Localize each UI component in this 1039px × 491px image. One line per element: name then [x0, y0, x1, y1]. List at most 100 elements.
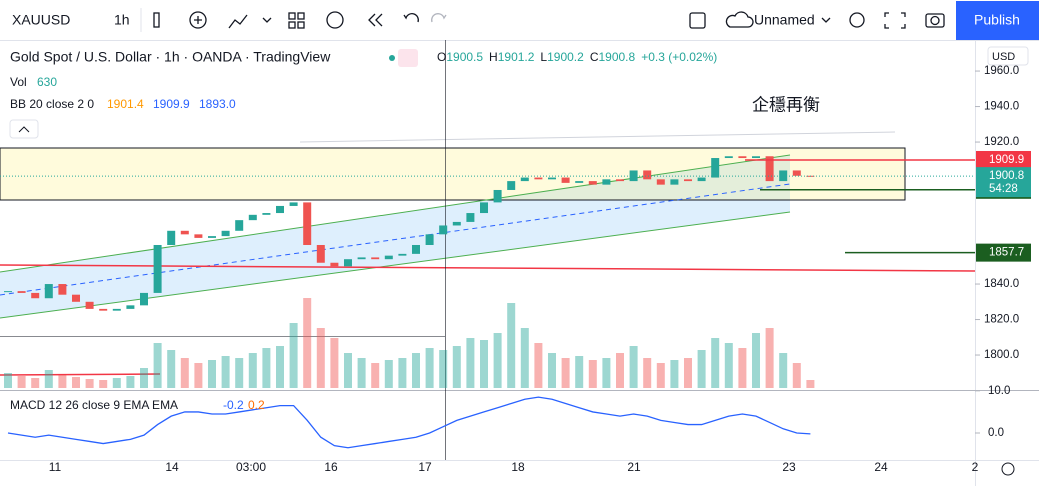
layout-icon[interactable] — [288, 12, 296, 20]
ohlc-value: 1900.5 — [446, 50, 483, 64]
volume-bar — [248, 353, 257, 388]
candle — [548, 177, 556, 180]
candle — [194, 234, 203, 238]
time-label: 24 — [874, 460, 888, 474]
candle — [330, 262, 339, 267]
publish-label[interactable]: Publish — [974, 12, 1020, 28]
publish-button[interactable] — [956, 1, 1039, 40]
volume-bar — [344, 353, 352, 388]
currency-button[interactable] — [987, 46, 1029, 66]
candle-icon[interactable] — [153, 12, 160, 28]
volume-bar — [235, 358, 244, 388]
volume-bar — [140, 368, 148, 388]
layout-name[interactable]: Unnamed — [754, 12, 815, 28]
volume-bar — [588, 360, 597, 388]
candle — [425, 234, 434, 245]
fullscreen-toggle[interactable] — [689, 12, 706, 29]
time-label: 11 — [49, 460, 62, 474]
price-label: 1909.9 — [989, 154, 1024, 166]
toolbar-icons — [153, 11, 945, 29]
candle — [126, 305, 135, 309]
ohlc-key: L — [540, 50, 547, 64]
ohlc-key: O — [437, 50, 446, 64]
horizontal-ray — [0, 373, 161, 376]
candle — [112, 308, 121, 311]
toolbar — [0, 0, 1039, 40]
y-tick-label: 1940.0 — [984, 101, 1019, 113]
volume-bar — [194, 363, 203, 388]
expand-icon[interactable] — [884, 12, 906, 29]
y-tick-label: 1820.0 — [984, 314, 1019, 326]
candle — [371, 257, 380, 260]
volume-bar — [480, 340, 488, 388]
candle — [670, 179, 679, 185]
interval[interactable]: 1h — [114, 12, 130, 28]
volume-bar — [765, 328, 774, 388]
candle — [724, 156, 733, 159]
symbol[interactable]: XAUUSD — [12, 12, 70, 28]
candle — [4, 291, 12, 293]
snapshot-icon[interactable] — [925, 13, 945, 28]
volume-bar — [493, 333, 502, 388]
price-label-bg — [976, 150, 1031, 169]
candle — [289, 202, 298, 206]
volume-bar — [724, 343, 733, 388]
candle — [656, 179, 665, 185]
dropdown-icon[interactable] — [821, 17, 831, 23]
annotation: 企穩再衡 — [752, 95, 820, 114]
undo-icon[interactable] — [403, 13, 419, 23]
candle — [697, 177, 706, 182]
candle — [357, 257, 366, 260]
add-icon[interactable] — [189, 11, 207, 29]
volume-bar — [602, 358, 611, 388]
axis-settings[interactable] — [1001, 462, 1015, 476]
data-flag — [398, 49, 418, 67]
volume-bar — [643, 358, 652, 388]
redo-icon[interactable] — [431, 13, 447, 23]
candle — [493, 189, 502, 203]
candle — [248, 214, 257, 221]
ohlc-value: 1900.2 — [547, 50, 584, 64]
time-label: 21 — [627, 460, 641, 474]
candle — [520, 177, 529, 182]
candle — [167, 230, 176, 245]
dropdown-icon[interactable] — [262, 17, 272, 23]
ohlc-change: +0.3 (+0.02%) — [641, 50, 717, 64]
volume-bar — [208, 360, 216, 388]
candle — [575, 181, 584, 183]
bb-label: BB 20 close 2 0 — [10, 97, 94, 111]
replay-icon[interactable] — [368, 13, 383, 27]
candle — [765, 156, 774, 182]
candle — [602, 179, 611, 185]
candle — [72, 294, 80, 302]
volume-bar — [384, 360, 393, 388]
candle — [738, 156, 747, 159]
ohlc-value: 1900.8 — [598, 50, 635, 64]
volume-bar — [779, 353, 788, 388]
volume-bar — [507, 303, 516, 388]
volume-bar — [711, 338, 720, 388]
candle — [44, 284, 53, 299]
collapse-button[interactable] — [9, 119, 39, 139]
volume-bar — [221, 356, 230, 388]
currency: USD — [992, 51, 1015, 63]
candle — [384, 255, 393, 260]
last-price-bg — [976, 167, 1031, 198]
collapse-icon — [18, 126, 30, 133]
volume-bar — [575, 356, 584, 388]
volume-bar — [44, 370, 53, 388]
macd-value: -0.2 — [223, 398, 244, 412]
cloud-icon[interactable] — [725, 11, 754, 28]
volume-bar — [398, 358, 407, 388]
candle — [17, 291, 26, 293]
settings-icon[interactable] — [849, 12, 865, 28]
alert-icon[interactable] — [326, 11, 344, 29]
countdown: 54:28 — [989, 183, 1018, 195]
volume-bar — [303, 298, 312, 388]
y-tick-label: 0.0 — [988, 427, 1004, 439]
volume-bar — [561, 358, 570, 388]
indicators-icon[interactable] — [228, 14, 248, 29]
volume-bar — [452, 346, 461, 388]
volume-bar — [167, 350, 176, 388]
candle — [262, 213, 271, 215]
